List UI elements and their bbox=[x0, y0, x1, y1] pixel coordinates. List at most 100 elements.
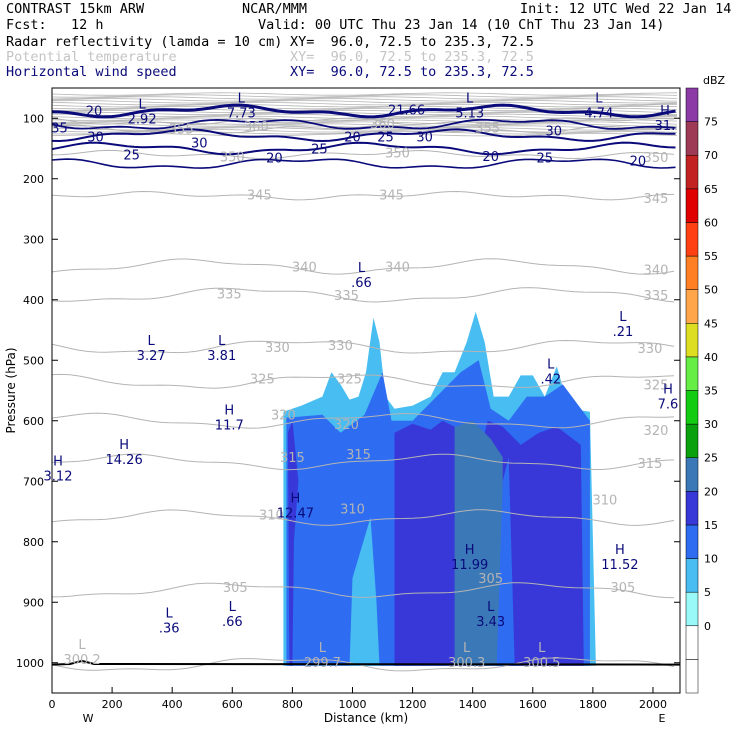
wind-extremum-marker: H bbox=[465, 543, 475, 558]
theta-contour-label: 360 bbox=[244, 120, 269, 135]
colorbar-tick-label: 25 bbox=[704, 452, 718, 465]
x-tick-label: 200 bbox=[102, 698, 123, 711]
theta-contour-label: 305 bbox=[610, 581, 635, 596]
theta-contour-label: 335 bbox=[217, 288, 242, 303]
wind-extremum-value: 4.74 bbox=[584, 106, 613, 121]
theta-contour-stratosphere bbox=[52, 104, 678, 108]
wind-contour-label: 30 bbox=[416, 130, 433, 145]
theta-contour-label: 345 bbox=[644, 192, 669, 207]
wind-extremum-marker: L bbox=[166, 606, 174, 621]
theta-contour-label: 360 bbox=[370, 118, 395, 133]
reflectivity-cell-5dbz-inner bbox=[349, 517, 380, 666]
y-tick-label: 700 bbox=[23, 475, 44, 488]
wind-extremum-value: 12.47 bbox=[277, 506, 314, 521]
wind-extremum-marker: H bbox=[663, 382, 673, 397]
wind-contour-layer bbox=[52, 103, 676, 169]
x-tick-label: 2000 bbox=[639, 698, 667, 711]
wind-extremum-value: 7.73 bbox=[227, 106, 256, 121]
theta-contour-305 bbox=[52, 582, 675, 599]
field-theta-name: Potential temperature bbox=[6, 49, 177, 65]
x-tick-label: 1000 bbox=[338, 698, 366, 711]
wind-extremum-value: 3.12 bbox=[44, 469, 73, 484]
theta-extremum-value: 300.2 bbox=[63, 653, 100, 668]
colorbar-swatch bbox=[685, 423, 699, 458]
colorbar-tick-label: 75 bbox=[704, 116, 718, 129]
theta-contour-315 bbox=[52, 453, 675, 471]
theta-contour-325 bbox=[52, 373, 675, 389]
wind-extremum-value: 2.92 bbox=[128, 112, 157, 127]
theta-contour-label: 345 bbox=[247, 188, 272, 203]
y-tick-label: 600 bbox=[23, 415, 44, 428]
theta-contour-label: 340 bbox=[292, 260, 317, 275]
theta-contour-label: 345 bbox=[379, 188, 404, 203]
theta-contour-label: 340 bbox=[644, 264, 669, 279]
theta-contour-stratosphere bbox=[52, 131, 678, 135]
wind-extremum-value: .66 bbox=[351, 276, 372, 291]
wind-extremum-marker: L bbox=[139, 97, 147, 112]
colorbar-tick-label: 55 bbox=[704, 250, 718, 263]
theta-contour-stratosphere bbox=[52, 117, 678, 121]
theta-contour-label: 350 bbox=[220, 150, 245, 165]
contour-label-layer: 305 305 305 310 310 310 315 315 315 320 320 320 325 3… bbox=[44, 91, 679, 670]
field-reflectivity-xy: XY= 96.0, 72.5 to 235.3, 72.5 bbox=[290, 34, 534, 50]
wind-extremum-marker: L bbox=[547, 358, 555, 373]
colorbar-tick-label: 45 bbox=[704, 317, 718, 330]
colorbar-swatch bbox=[685, 659, 699, 694]
wind-extremum-marker: H bbox=[119, 438, 129, 453]
theta-contour-label: 315 bbox=[346, 448, 371, 463]
theta-extremum-marker: L bbox=[78, 638, 86, 653]
wind-extremum-marker: H bbox=[53, 454, 63, 469]
field-reflectivity-name: Radar reflectivity (lamda = 10 cm) bbox=[6, 34, 283, 50]
theta-contour-stratosphere bbox=[52, 129, 677, 133]
colorbar-swatch bbox=[685, 323, 699, 358]
theta-extremum-marker: L bbox=[538, 641, 546, 656]
theta-contour-label: 330 bbox=[328, 339, 353, 354]
wind-extremum-value: .42 bbox=[540, 373, 561, 388]
x-tick-label: 1800 bbox=[579, 698, 607, 711]
reflectivity-cell-20dbz bbox=[454, 420, 503, 666]
x-end-label-east: E bbox=[658, 712, 665, 725]
theta-contour-label: 320 bbox=[271, 409, 296, 424]
wind-extremum-marker: H bbox=[660, 104, 670, 119]
theta-contour-335 bbox=[52, 287, 675, 303]
colorbar-tick-label: 10 bbox=[704, 553, 718, 566]
theta-contour-label: 310 bbox=[259, 509, 284, 524]
colorbar-swatch bbox=[685, 356, 699, 391]
colorbar-swatch bbox=[685, 255, 699, 290]
wind-extremum-value: 3.81 bbox=[207, 349, 236, 364]
y-tick-label: 1000 bbox=[16, 657, 44, 670]
y-axis-label: Pressure (hPa) bbox=[4, 347, 18, 433]
wind-contour-label: 30 bbox=[87, 130, 104, 145]
theta-contour-label: 335 bbox=[334, 289, 359, 304]
wind-extremum-value: 11.99 bbox=[451, 558, 488, 573]
theta-contour-stratosphere bbox=[52, 102, 678, 106]
axes-layer: 100 200 300 400 500 600 700 800 900 1000 0 200 400 60… bbox=[4, 87, 681, 725]
field-theta-xy: XY= 96.0, 72.5 to 235.3, 72.5 bbox=[290, 49, 534, 65]
wind-extremum-marker: L bbox=[238, 91, 246, 106]
x-tick-label: 800 bbox=[282, 698, 303, 711]
theta-contour-stratosphere bbox=[52, 115, 678, 119]
y-tick-label: 900 bbox=[23, 596, 44, 609]
theta-extremum-value: 300.5 bbox=[523, 656, 560, 671]
x-tick-label: 0 bbox=[49, 698, 56, 711]
wind-extremum-marker: L bbox=[487, 600, 495, 615]
theta-contour-320 bbox=[52, 412, 675, 429]
theta-contour-340 bbox=[52, 258, 675, 275]
theta-contour-stratosphere bbox=[52, 123, 677, 127]
theta-contour-label: 305 bbox=[478, 572, 503, 587]
theta-extremum-value: 299.7 bbox=[304, 656, 341, 671]
theta-contour-stratosphere bbox=[52, 98, 678, 102]
forecast-hour: Fcst: 12 h bbox=[6, 17, 104, 33]
colorbar-tick-label: 30 bbox=[704, 418, 718, 431]
wind-extremum-value: 11.7 bbox=[215, 419, 244, 434]
theta-contour-stratosphere bbox=[52, 92, 678, 96]
theta-contour-label: 340 bbox=[385, 260, 410, 275]
colorbar-tick-label: 0 bbox=[704, 620, 711, 633]
x-end-label-west: W bbox=[83, 712, 94, 725]
valid-time: Valid: 00 UTC Thu 23 Jan 14 (10 ChT Thu … bbox=[258, 17, 665, 33]
theta-contour-label: 310 bbox=[592, 493, 617, 508]
model-label: CONTRAST 15km ARW bbox=[6, 1, 145, 17]
wind-extremum-marker: L bbox=[619, 310, 627, 325]
theta-contour-stratosphere bbox=[52, 119, 678, 123]
